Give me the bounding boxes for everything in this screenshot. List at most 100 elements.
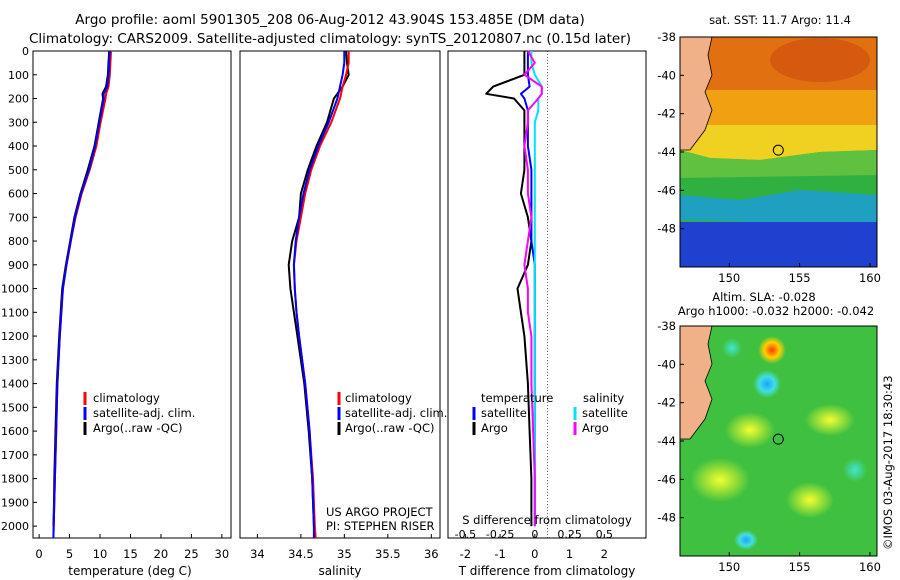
legend-head-temp: temperature (481, 391, 553, 405)
s-tick-label: 0.25 (557, 528, 582, 541)
depth-tick-label: 1600 (1, 425, 29, 438)
temperature-legend: climatology satellite-adj. clim. Argo(..… (83, 391, 195, 435)
sla-float-marker (772, 433, 784, 445)
depth-tick-label: 300 (8, 116, 29, 129)
s-tick-label: -0.25 (486, 528, 514, 541)
depth-tick-label: 1700 (1, 449, 29, 462)
header-line1: Argo profile: aoml 5901305_208 06-Aug-20… (75, 12, 584, 28)
lon-tick-label: 160 (859, 271, 881, 285)
s-tick-label: 0.5 (596, 528, 614, 541)
legend-label-temp-argo: Argo (481, 421, 508, 435)
credit-text: ©IMOS 03-Aug-2017 18:30:43 (881, 375, 895, 550)
series-line-argo (485, 51, 533, 527)
sla-field-base (680, 326, 877, 556)
difference-lines (485, 50, 543, 527)
sla-low-patch (843, 458, 867, 482)
sst-field-cold (680, 222, 877, 267)
sst-field-front (680, 125, 877, 160)
x-tick-label: -2 (460, 547, 471, 561)
depth-tick-label: 100 (8, 69, 29, 82)
x-tick-label: 20 (154, 547, 169, 561)
sst-map (680, 37, 877, 267)
depth-tick-label: 1000 (1, 283, 29, 296)
lat-tick-label: -48 (657, 511, 676, 525)
legend-label-sat: satellite-adj. clim. (93, 406, 195, 420)
sst-land (680, 37, 713, 151)
legend-label-sal-sat: satellite (582, 406, 628, 420)
depth-tick-label: 700 (8, 211, 29, 224)
sla-high-patch (805, 404, 855, 436)
legend-label-clim: climatology (93, 391, 160, 405)
s-tick-label: -0.5 (455, 528, 476, 541)
x-tick-label: 1 (566, 547, 573, 561)
x-tick-label: 5 (66, 547, 73, 561)
series-line-sat (292, 51, 346, 538)
pi-note: PI: STEPHEN RISER (326, 519, 435, 533)
lat-tick-label: -38 (657, 30, 676, 44)
depth-tick-label: 2000 (1, 520, 29, 533)
depth-tick-label: 0 (22, 45, 29, 58)
lat-tick-label: -46 (657, 183, 676, 197)
temperature-x-ticks: 0 5 10 15 20 25 30 (35, 534, 229, 561)
legend-label-sat: satellite-adj. clim. (345, 406, 447, 420)
legend-label-sal-argo: Argo (582, 421, 609, 435)
lon-tick-label: 150 (718, 560, 740, 574)
lat-tick-label: -44 (657, 145, 676, 159)
lat-tick-label: -48 (657, 222, 676, 236)
depth-tick-label: 500 (8, 164, 29, 177)
lat-tick-label: -40 (657, 357, 676, 371)
legend-label-argo: Argo(..raw -QC) (345, 421, 435, 435)
sla-high-patch (725, 412, 775, 448)
legend-label-argo: Argo(..raw -QC) (93, 421, 183, 435)
depth-tick-label: 1400 (1, 378, 29, 391)
depth-tick-label: 1100 (1, 306, 29, 319)
depth-tick-label: 600 (8, 188, 29, 201)
lat-tick-label: -42 (657, 107, 676, 121)
sla-map-title2: Argo h1000: -0.032 h2000: -0.042 (678, 304, 874, 318)
legend-label-temp-sat: satellite (481, 406, 527, 420)
temperature-xlabel: temperature (deg C) (68, 564, 191, 578)
sla-map-ticks: -38 -40 -42 -44 -46 -48 150 155 160 (657, 319, 881, 574)
depth-axis: 0 100 200 300 400 500 600 700 800 900 1000 1100 1200… (1, 45, 37, 533)
x-tick-label: 34.5 (288, 547, 314, 561)
depth-tick-label: 1800 (1, 473, 29, 486)
difference-x-ticks: -2 -1 0 1 2 -0.5 -0.25 0 0.25 0.5 (455, 528, 613, 561)
sst-field-cool (680, 190, 877, 225)
depth-tick-label: 400 (8, 140, 29, 153)
x-tick-label: 30 (215, 547, 230, 561)
sla-map (680, 326, 877, 556)
salinity-lines (287, 50, 350, 539)
sla-map-title1: Altim. SLA: -0.028 (712, 290, 816, 304)
depth-tick-label: 1200 (1, 330, 29, 343)
x-tick-label: -1 (494, 547, 505, 561)
lat-tick-label: -40 (657, 68, 676, 82)
difference-panel-frame (447, 50, 647, 539)
depth-tick-label: 1900 (1, 496, 29, 509)
project-note: US ARGO PROJECT (326, 505, 434, 519)
x-tick-label: 2 (601, 547, 608, 561)
x-tick-label: 35.5 (375, 547, 401, 561)
depth-tick-label: 1500 (1, 401, 29, 414)
x-tick-label: 36 (424, 547, 439, 561)
depth-tick-label: 200 (8, 93, 29, 106)
sst-warm-patch (770, 38, 870, 82)
difference-legend: temperature salinity satellite Argo sate… (472, 391, 628, 435)
series-line-argo (287, 50, 350, 527)
sla-land (680, 326, 713, 440)
lon-tick-label: 155 (789, 271, 811, 285)
s-tick-label: 0 (531, 528, 538, 541)
sla-high-patch (786, 482, 834, 518)
depth-tick-label: 800 (8, 235, 29, 248)
temperature-panel-frame (32, 50, 232, 539)
series-line-clim (292, 51, 350, 539)
lon-tick-label: 160 (859, 560, 881, 574)
lat-tick-label: -42 (657, 396, 676, 410)
salinity-x-ticks: 34 34.5 35 35.5 36 (250, 534, 439, 561)
x-tick-label: 0 (35, 547, 42, 561)
x-tick-label: 25 (184, 547, 199, 561)
x-tick-label: 34 (250, 547, 265, 561)
header-line2: Climatology: CARS2009. Satellite-adjuste… (29, 31, 631, 47)
salinity-panel-frame (239, 50, 441, 539)
lon-tick-label: 150 (718, 271, 740, 285)
